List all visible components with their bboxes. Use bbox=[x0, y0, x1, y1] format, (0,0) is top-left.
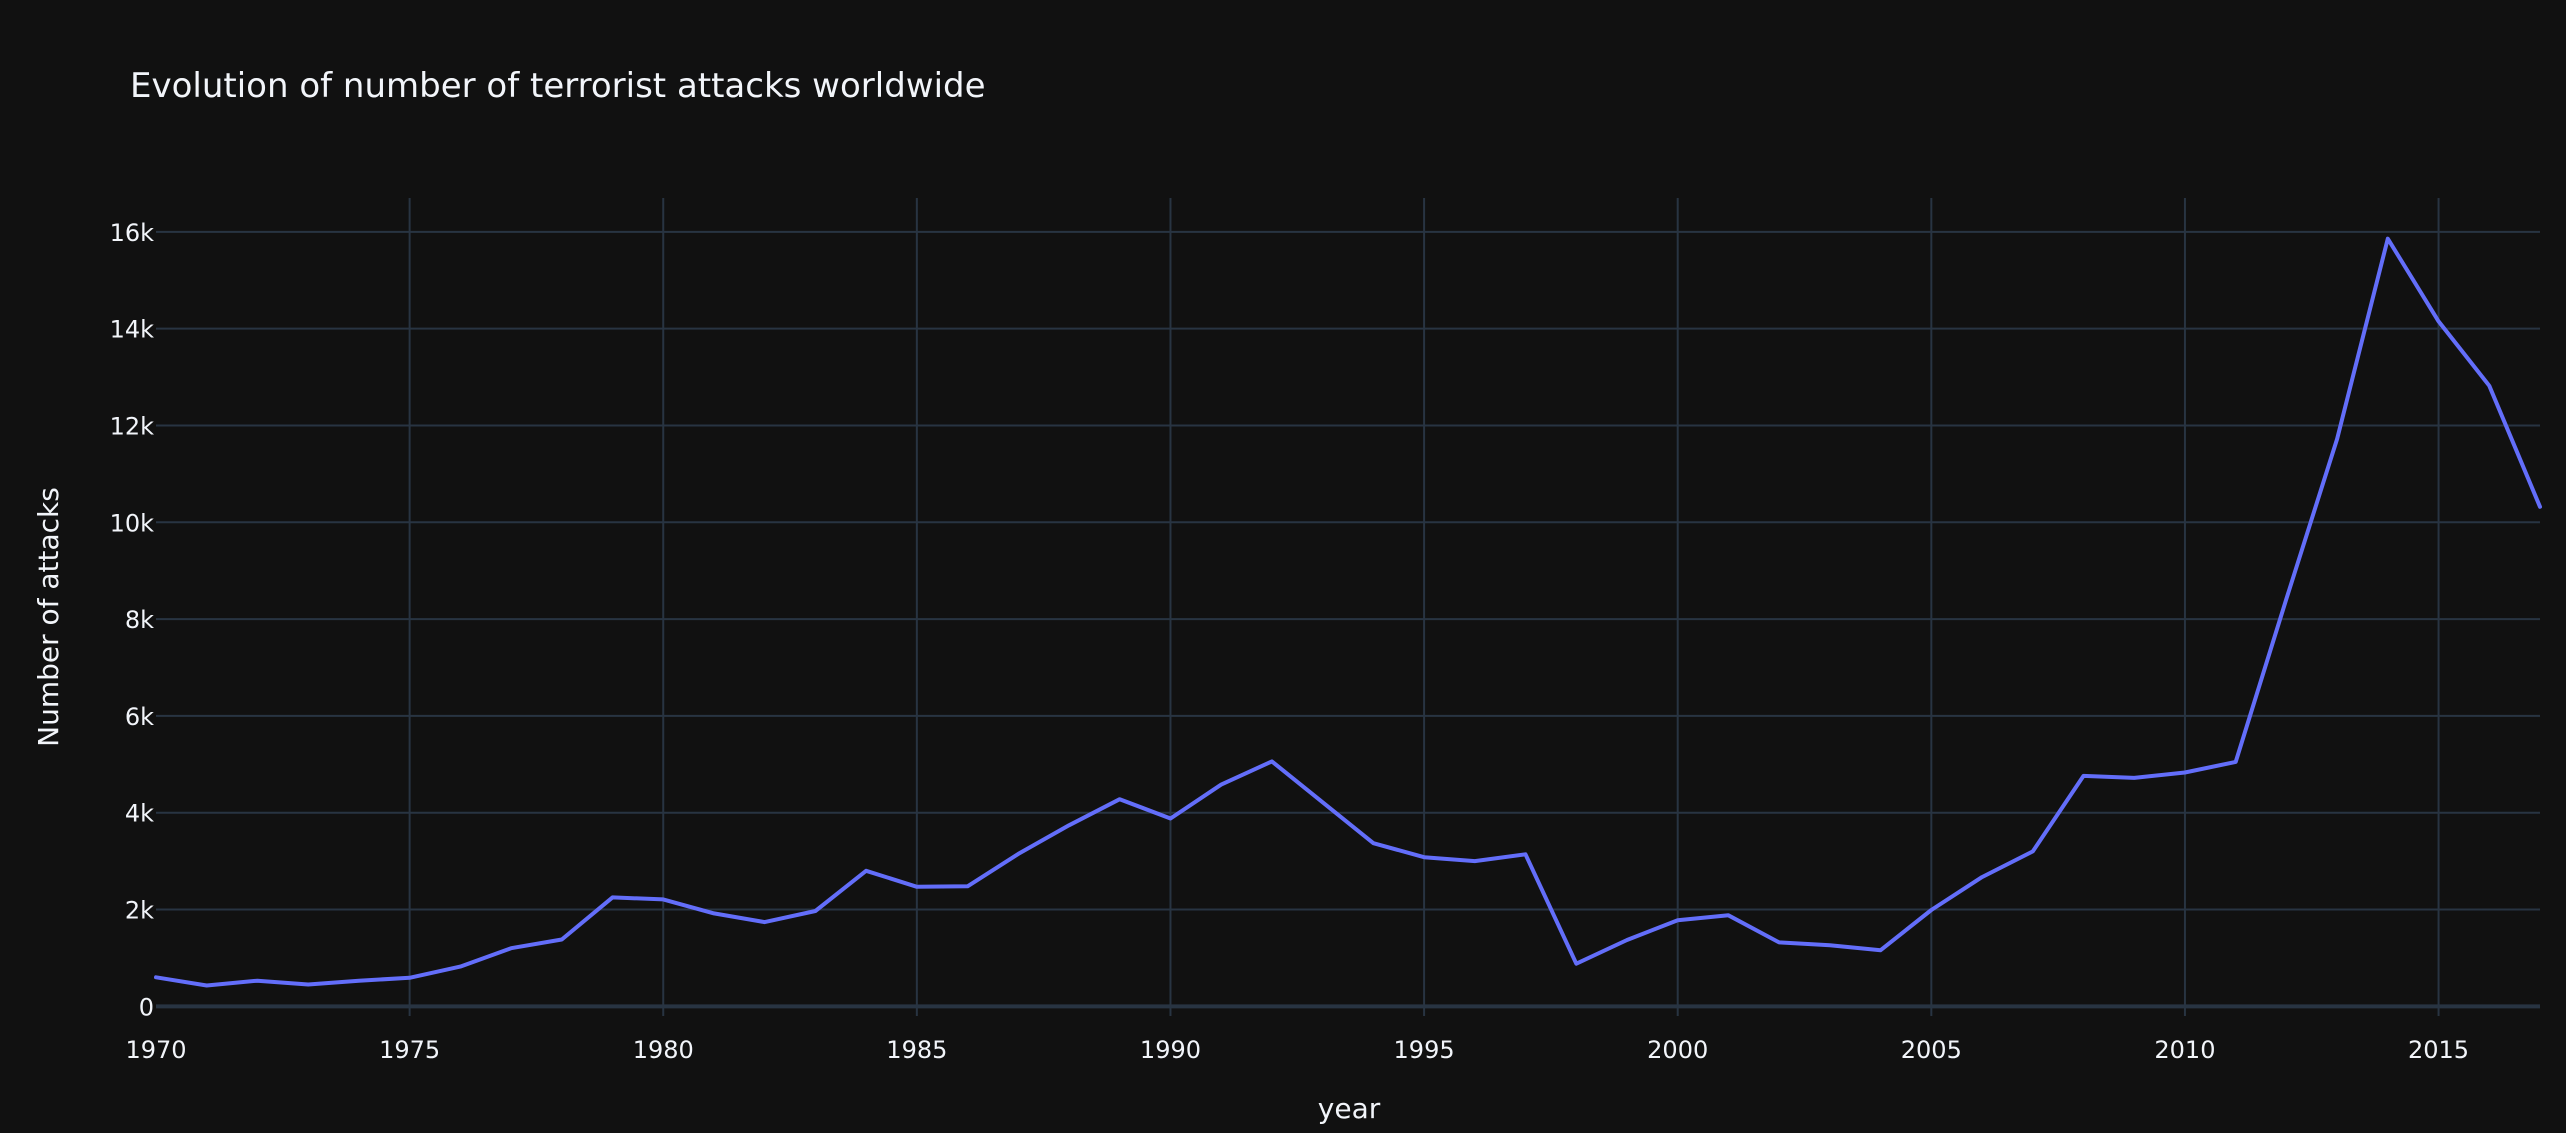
x-tick-label: 2005 bbox=[1901, 1036, 1962, 1064]
x-tick-label: 1980 bbox=[633, 1036, 694, 1064]
x-tick-label: 2000 bbox=[1647, 1036, 1708, 1064]
data-point[interactable] bbox=[305, 982, 311, 988]
data-point[interactable] bbox=[660, 896, 666, 902]
y-tick-label: 6k bbox=[125, 703, 154, 731]
data-point[interactable] bbox=[2385, 236, 2391, 242]
data-point[interactable] bbox=[2030, 848, 2036, 854]
data-point[interactable] bbox=[965, 883, 971, 889]
data-point[interactable] bbox=[1472, 858, 1478, 864]
data-point[interactable] bbox=[1776, 939, 1782, 945]
data-point[interactable] bbox=[2334, 436, 2340, 442]
data-point[interactable] bbox=[559, 937, 565, 943]
data-point[interactable] bbox=[863, 868, 869, 874]
x-tick-label: 1975 bbox=[379, 1036, 440, 1064]
gridlines bbox=[156, 198, 2540, 1016]
data-point[interactable] bbox=[1370, 840, 1376, 846]
data-point[interactable] bbox=[1015, 851, 1021, 857]
data-point[interactable] bbox=[2182, 770, 2188, 776]
data-point[interactable] bbox=[2131, 775, 2137, 781]
x-tick-label: 1970 bbox=[125, 1036, 186, 1064]
data-point[interactable] bbox=[1421, 854, 1427, 860]
data-point[interactable] bbox=[1624, 937, 1630, 943]
data-point[interactable] bbox=[1979, 874, 1985, 880]
data-point[interactable] bbox=[356, 978, 362, 984]
y-tick-label: 16k bbox=[110, 219, 155, 247]
data-point[interactable] bbox=[1725, 912, 1731, 918]
y-tick-label: 14k bbox=[110, 316, 155, 344]
data-point[interactable] bbox=[407, 975, 413, 981]
y-tick-label: 2k bbox=[125, 897, 154, 925]
x-tick-label: 1985 bbox=[886, 1036, 947, 1064]
y-tick-label: 0 bbox=[139, 993, 154, 1021]
data-point[interactable] bbox=[762, 919, 768, 925]
data-point[interactable] bbox=[1675, 917, 1681, 923]
data-point[interactable] bbox=[711, 910, 717, 916]
x-tick-label: 2010 bbox=[2154, 1036, 2215, 1064]
data-point[interactable] bbox=[204, 983, 210, 989]
data-point[interactable] bbox=[254, 978, 260, 984]
series-layer bbox=[153, 236, 2543, 989]
x-tick-label: 1995 bbox=[1394, 1036, 1455, 1064]
x-tick-label: 1990 bbox=[1140, 1036, 1201, 1064]
data-point[interactable] bbox=[457, 964, 463, 970]
data-point[interactable] bbox=[1827, 942, 1833, 948]
data-point[interactable] bbox=[1117, 796, 1123, 802]
data-point[interactable] bbox=[508, 945, 514, 951]
data-point[interactable] bbox=[1928, 907, 1934, 913]
data-point[interactable] bbox=[2486, 383, 2492, 389]
data-point[interactable] bbox=[1269, 758, 1275, 764]
y-tick-label: 4k bbox=[125, 800, 154, 828]
series-line bbox=[154, 236, 2542, 988]
x-tick-label: 2015 bbox=[2408, 1036, 2469, 1064]
data-point[interactable] bbox=[1573, 961, 1579, 967]
data-point[interactable] bbox=[1167, 816, 1173, 822]
data-point[interactable] bbox=[1218, 782, 1224, 788]
data-point[interactable] bbox=[812, 908, 818, 914]
data-point[interactable] bbox=[610, 894, 616, 900]
data-point[interactable] bbox=[914, 884, 920, 890]
chart-title: Evolution of number of terrorist attacks… bbox=[130, 66, 986, 106]
x-axis-title: year bbox=[1318, 1092, 1381, 1125]
data-point[interactable] bbox=[2436, 318, 2442, 324]
data-point[interactable] bbox=[2233, 759, 2239, 765]
data-point[interactable] bbox=[1878, 947, 1884, 953]
data-point[interactable] bbox=[2080, 773, 2086, 779]
data-point[interactable] bbox=[1066, 822, 1072, 828]
data-point[interactable] bbox=[2283, 596, 2289, 602]
data-point[interactable] bbox=[2537, 504, 2543, 510]
y-tick-label: 8k bbox=[125, 606, 154, 634]
y-tick-label: 12k bbox=[110, 412, 155, 440]
y-axis-title: Number of attacks bbox=[32, 487, 65, 747]
tick-labels: 1970 1975 1980 1985 1990 1995 2000 2005 2010 2015… bbox=[110, 219, 2470, 1064]
data-point[interactable] bbox=[153, 974, 159, 980]
y-tick-label: 10k bbox=[110, 509, 155, 537]
data-point[interactable] bbox=[1523, 851, 1529, 857]
